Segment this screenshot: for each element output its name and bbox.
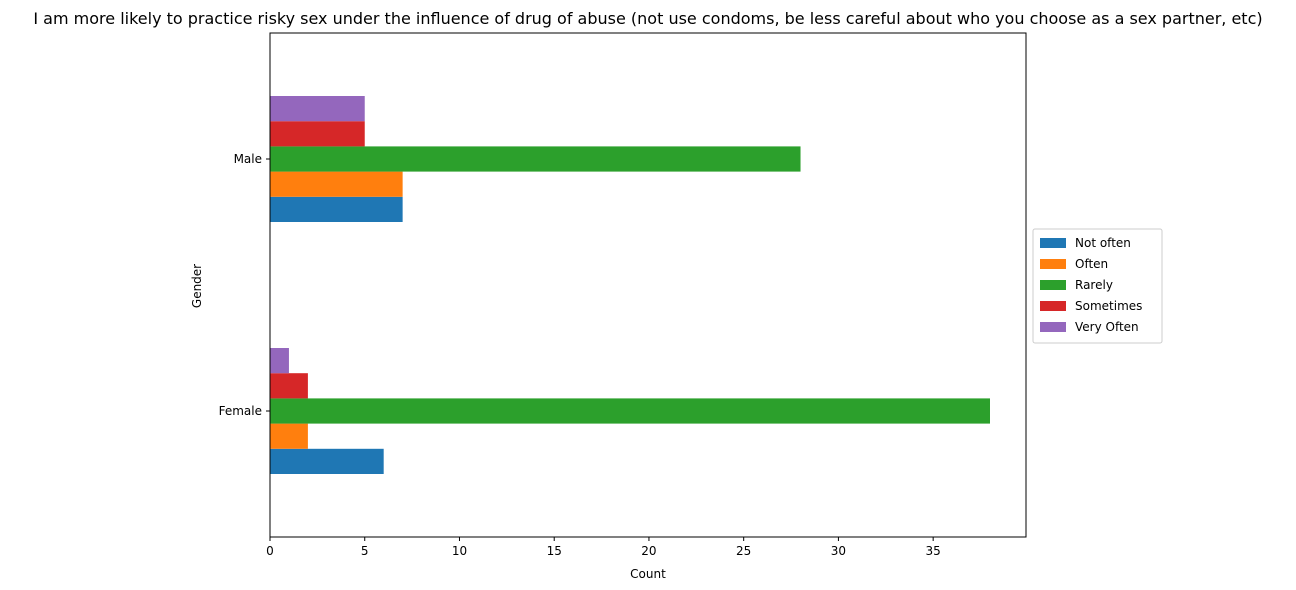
x-tick-label: 10 [452, 544, 467, 558]
legend-swatch-often [1040, 259, 1066, 269]
legend: Not often Often Rarely Sometimes Very Often [1032, 228, 1163, 344]
bars [270, 96, 990, 474]
legend-swatch-not-often [1040, 238, 1066, 248]
y-axis-label: Gender [190, 264, 204, 308]
x-tick-label: 15 [547, 544, 562, 558]
bar-male-very-often [270, 96, 365, 122]
legend-label: Not often [1075, 236, 1131, 250]
x-tick-label: 35 [926, 544, 941, 558]
x-axis-label: Count [630, 567, 666, 581]
legend-label: Often [1075, 257, 1108, 271]
x-tick-label: 0 [266, 544, 274, 558]
bar-female-very-often [270, 348, 289, 374]
y-tick-label: Female [219, 404, 262, 418]
legend-label: Sometimes [1075, 299, 1142, 313]
bar-male-often [270, 171, 403, 197]
x-tick-label: 30 [831, 544, 846, 558]
bar-female-sometimes [270, 373, 308, 399]
x-tick-label: 5 [361, 544, 369, 558]
legend-label: Very Often [1075, 320, 1139, 334]
legend-box [1032, 228, 1163, 344]
y-axis: Female Male [219, 152, 270, 418]
chart-title: I am more likely to practice risky sex u… [33, 9, 1262, 28]
legend-swatch-sometimes [1040, 301, 1066, 311]
bar-female-not-often [270, 448, 384, 474]
legend-swatch-rarely [1040, 280, 1066, 290]
y-tick-label: Male [234, 152, 262, 166]
x-tick-label: 20 [641, 544, 656, 558]
legend-swatch-very-often [1040, 322, 1066, 332]
bar-male-not-often [270, 196, 403, 222]
x-tick-label: 25 [736, 544, 751, 558]
bar-female-often [270, 423, 308, 449]
bar-female-rarely [270, 398, 990, 424]
bar-male-sometimes [270, 121, 365, 147]
plot-frame [269, 32, 1027, 538]
legend-label: Rarely [1075, 278, 1113, 292]
x-axis: 0 5 10 15 20 25 30 35 [266, 537, 941, 558]
bar-male-rarely [270, 146, 801, 172]
